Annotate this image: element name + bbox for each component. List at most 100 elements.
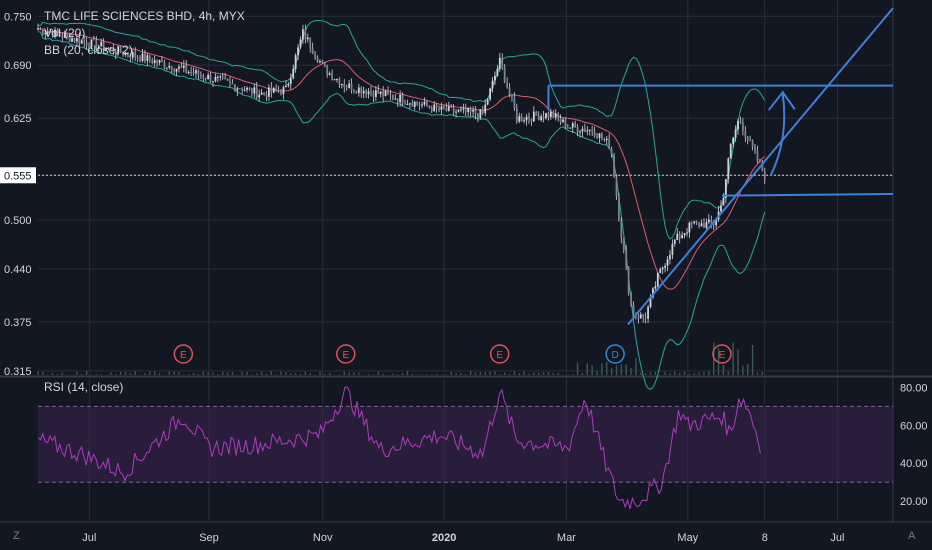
candle-body bbox=[421, 104, 423, 106]
candle-body bbox=[265, 93, 268, 97]
candle-body bbox=[258, 94, 261, 98]
candle-body bbox=[659, 269, 662, 274]
candle-body bbox=[715, 219, 718, 226]
earnings-marker-label: E bbox=[719, 350, 726, 361]
candle-body bbox=[678, 233, 681, 239]
volume-bar bbox=[100, 374, 102, 375]
candle-body bbox=[202, 75, 205, 79]
candle-body bbox=[238, 88, 241, 90]
volume-indicator-label[interactable]: Vol (20) bbox=[44, 26, 86, 40]
candle-body bbox=[751, 140, 754, 148]
volume-bar bbox=[742, 365, 744, 375]
volume-bar bbox=[508, 374, 511, 375]
candle-body bbox=[700, 223, 703, 227]
candle-body bbox=[110, 47, 112, 49]
candle-body bbox=[226, 79, 229, 81]
candle-body bbox=[576, 126, 579, 132]
volume-bar bbox=[523, 371, 525, 375]
candle-body bbox=[331, 73, 334, 80]
volume-bar bbox=[513, 371, 516, 375]
volume-bar bbox=[669, 373, 671, 375]
volume-bar bbox=[538, 372, 540, 375]
earnings-marker-circle bbox=[336, 344, 356, 364]
projection-arrowhead bbox=[767, 90, 796, 111]
volume-bar bbox=[479, 371, 482, 375]
candle-body bbox=[661, 267, 664, 270]
time-tick-label: Jul bbox=[82, 532, 96, 544]
volume-bar bbox=[392, 373, 394, 375]
volume-bar bbox=[683, 371, 686, 375]
bollinger-indicator-label[interactable]: BB (20, close, 2) bbox=[44, 43, 133, 57]
candle-body bbox=[343, 83, 346, 88]
candle-body bbox=[195, 70, 197, 74]
volume-bar bbox=[115, 373, 117, 375]
rsi-tick-label: 80.00 bbox=[900, 382, 928, 394]
candle-body bbox=[219, 76, 222, 78]
candle-body bbox=[58, 33, 61, 36]
symbol-title[interactable]: TMC LIFE SCIENCES BHD, 4h, MYX bbox=[44, 9, 245, 23]
volume-bar bbox=[173, 371, 175, 375]
candle-body bbox=[542, 116, 545, 119]
candle-body bbox=[44, 33, 47, 35]
candle-body bbox=[722, 197, 725, 206]
candle-body bbox=[391, 94, 394, 100]
volume-bar bbox=[299, 373, 302, 375]
volume-bar bbox=[367, 373, 370, 375]
volume-bar bbox=[489, 371, 491, 375]
candle-body bbox=[389, 93, 392, 95]
candle-body bbox=[323, 62, 326, 67]
auto-scale-button[interactable]: A bbox=[908, 530, 916, 542]
candle-body bbox=[377, 90, 380, 94]
volume-bar bbox=[698, 372, 700, 375]
candle-body bbox=[450, 106, 453, 108]
volume-bar bbox=[421, 374, 423, 375]
candle-body bbox=[209, 74, 212, 82]
candle-body bbox=[275, 87, 278, 91]
candle-body bbox=[287, 83, 290, 86]
candle-body bbox=[613, 154, 615, 177]
candle-body bbox=[114, 51, 117, 54]
volume-bar bbox=[474, 372, 477, 375]
candle-body bbox=[549, 111, 552, 118]
candle-body bbox=[732, 137, 735, 144]
timezone-button-left[interactable]: Z bbox=[13, 530, 20, 542]
candle-body bbox=[80, 40, 83, 44]
candle-body bbox=[683, 233, 686, 236]
candle-body bbox=[289, 78, 292, 84]
candle-body bbox=[635, 316, 637, 318]
volume-bar bbox=[95, 373, 98, 375]
volume-bar bbox=[494, 371, 496, 375]
candle-body bbox=[212, 80, 214, 82]
earnings-marker: E bbox=[173, 344, 194, 364]
candle-body bbox=[129, 55, 132, 58]
candle-body bbox=[66, 33, 69, 36]
candle-body bbox=[503, 67, 506, 83]
candle-body bbox=[37, 28, 39, 30]
volume-bar bbox=[304, 371, 307, 375]
candle-body bbox=[255, 87, 258, 98]
candle-body bbox=[362, 90, 365, 94]
time-tick-label: Sep bbox=[199, 532, 219, 544]
candle-body bbox=[498, 57, 501, 69]
candle-body bbox=[720, 205, 722, 212]
volume-bar bbox=[178, 371, 180, 375]
volume-bar bbox=[144, 373, 146, 375]
candle-body bbox=[236, 88, 239, 91]
candle-body bbox=[144, 53, 146, 61]
volume-bar bbox=[348, 372, 350, 375]
earnings-marker: E bbox=[712, 344, 732, 364]
drawings[interactable] bbox=[547, 7, 894, 326]
candle-body bbox=[530, 118, 533, 122]
earnings-marker-circle bbox=[173, 344, 194, 364]
candle-body bbox=[297, 47, 299, 56]
volume-bar bbox=[197, 373, 200, 375]
candle-body bbox=[117, 46, 120, 54]
candle-body bbox=[676, 233, 679, 240]
candle-body bbox=[734, 129, 737, 138]
candle-body bbox=[243, 89, 246, 91]
rsi-indicator-label[interactable]: RSI (14, close) bbox=[44, 380, 124, 394]
candle-body bbox=[552, 111, 555, 118]
candle-body bbox=[224, 77, 227, 80]
